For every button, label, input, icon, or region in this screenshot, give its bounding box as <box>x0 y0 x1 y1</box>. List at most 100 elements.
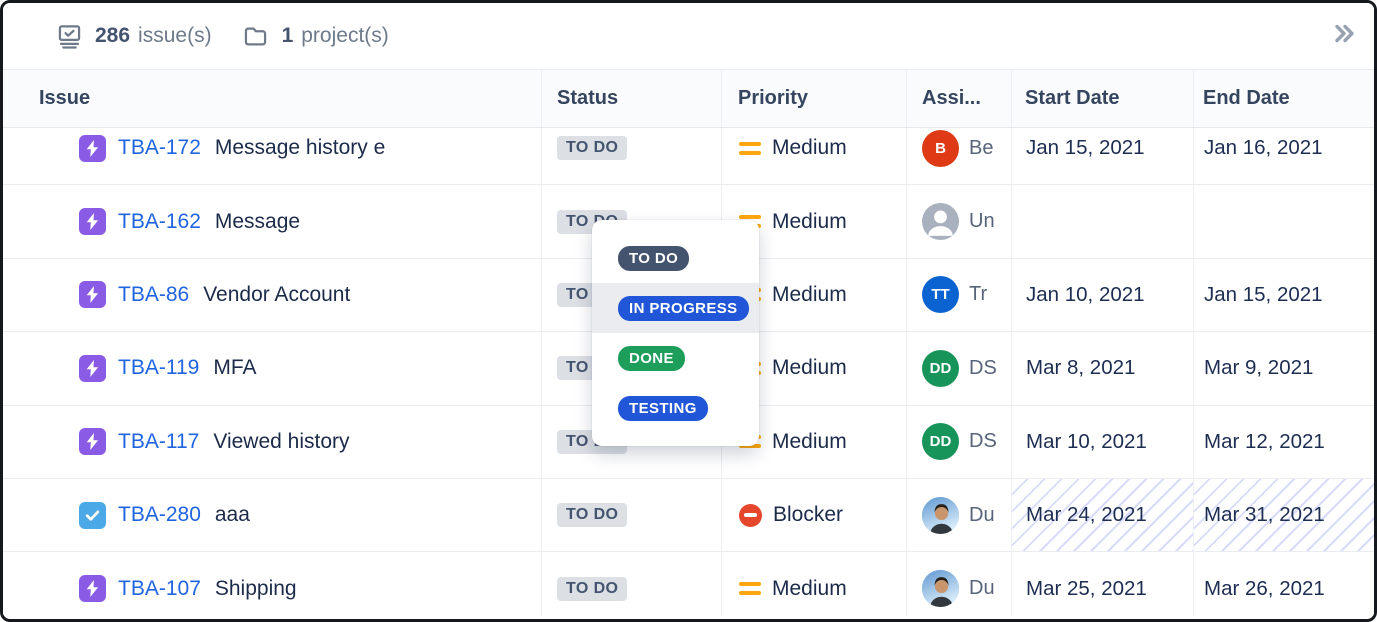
assignee-cell[interactable]: DD DS <box>906 332 1011 405</box>
issue-key-link[interactable]: TBA-86 <box>118 282 190 306</box>
issue-cell: TBA-280 aaa <box>3 479 541 551</box>
status-option-done[interactable]: DONE <box>592 333 759 383</box>
issue-cell: TBA-162 Message <box>3 185 541 257</box>
end-date-cell[interactable]: Jan 16, 2021 <box>1193 128 1374 185</box>
priority-cell[interactable]: Medium <box>721 128 906 185</box>
medium-priority-icon <box>739 582 761 596</box>
column-header-status[interactable]: Status <box>541 70 721 127</box>
status-badge[interactable]: TO DO <box>557 136 628 161</box>
bolt-issue-type-icon <box>79 134 106 162</box>
issue-cell: TBA-117 Viewed history <box>3 406 541 478</box>
projects-count: 1 <box>281 24 294 47</box>
issues-stack-icon <box>55 22 83 50</box>
issue-cell: TBA-172 Message history e <box>3 128 541 184</box>
priority-cell[interactable]: Blocker <box>721 478 906 552</box>
table-row[interactable]: TBA-280 aaa TO DO Blocker Du Mar 24, 202… <box>3 478 1374 553</box>
collapse-double-chevron-icon[interactable] <box>1328 23 1358 50</box>
status-option-pill: TESTING <box>618 395 708 421</box>
status-option-testing[interactable]: TESTING <box>592 383 759 433</box>
issue-summary: MFA <box>213 356 257 380</box>
issue-key-link[interactable]: TBA-162 <box>118 209 201 233</box>
status-option-pill: IN PROGRESS <box>618 295 749 321</box>
status-option-in-progress[interactable]: IN PROGRESS <box>592 283 759 333</box>
assignee-cell[interactable]: Du <box>906 552 1011 616</box>
bolt-issue-type-icon <box>79 575 106 603</box>
end-date-cell[interactable]: Mar 9, 2021 <box>1193 332 1374 405</box>
status-cell[interactable]: TO DO <box>541 128 721 185</box>
issue-cell: TBA-119 MFA <box>3 332 541 404</box>
priority-cell[interactable]: Medium <box>721 552 906 616</box>
assignee-cell[interactable]: Un <box>906 185 1011 258</box>
issue-summary: aaa <box>214 503 250 527</box>
issue-key-link[interactable]: TBA-172 <box>118 136 201 160</box>
start-date-cell[interactable]: Mar 10, 2021 <box>1011 405 1193 478</box>
priority-label: Medium <box>772 136 847 160</box>
column-header-assignee[interactable]: Assi... <box>906 70 1011 127</box>
end-date-cell[interactable]: Jan 15, 2021 <box>1193 258 1374 332</box>
avatar-initials: DD <box>922 349 959 387</box>
end-date-cell[interactable]: Mar 26, 2021 <box>1193 552 1374 616</box>
status-option-pill: TO DO <box>618 245 690 271</box>
issues-count-group: 286 issue(s) <box>55 22 212 50</box>
end-date-cell[interactable]: Mar 31, 2021 <box>1193 478 1374 552</box>
status-dropdown-menu: TO DO IN PROGRESS DONE TESTING <box>592 220 759 446</box>
assignee-cell[interactable]: TT Tr <box>906 258 1011 332</box>
assignee-name: Du <box>969 577 995 600</box>
issues-label: issue(s) <box>138 24 212 47</box>
start-date-cell[interactable]: Mar 25, 2021 <box>1011 552 1193 616</box>
status-cell[interactable]: TO DO <box>541 478 721 552</box>
assignee-name: DS <box>969 430 997 453</box>
status-badge[interactable]: TO DO <box>557 576 628 601</box>
avatar-initials: B <box>922 129 959 167</box>
status-badge[interactable]: TO DO <box>557 503 628 528</box>
end-date-cell[interactable]: Mar 12, 2021 <box>1193 405 1374 478</box>
medium-priority-icon <box>739 141 761 155</box>
issue-summary: Message <box>214 209 301 233</box>
table-row[interactable]: TBA-172 Message history e TO DO Medium B… <box>3 128 1374 186</box>
assignee-name: Un <box>969 210 995 233</box>
issue-cell: TBA-86 Vendor Account <box>3 259 541 331</box>
start-date-cell[interactable]: Jan 10, 2021 <box>1011 258 1193 332</box>
end-date-cell[interactable] <box>1193 185 1374 258</box>
status-option-pill: DONE <box>618 345 685 371</box>
avatar-photo <box>922 496 959 534</box>
avatar-photo <box>922 570 959 608</box>
start-date-cell[interactable]: Jan 15, 2021 <box>1011 128 1193 185</box>
avatar-unassigned-icon <box>922 203 959 241</box>
bolt-issue-type-icon <box>79 208 106 236</box>
assignee-cell[interactable]: B Be <box>906 128 1011 185</box>
avatar-initials: TT <box>922 276 959 314</box>
assignee-cell[interactable]: Du <box>906 478 1011 552</box>
priority-label: Blocker <box>773 503 844 527</box>
assignee-name: Be <box>969 136 994 159</box>
column-header-end-date[interactable]: End Date <box>1193 70 1374 127</box>
status-option-to-do[interactable]: TO DO <box>592 233 759 283</box>
issue-summary: Vendor Account <box>203 282 351 306</box>
start-date-cell[interactable] <box>1011 185 1193 258</box>
table-row[interactable]: TBA-107 Shipping TO DO Medium Du Mar 25,… <box>3 552 1374 616</box>
priority-label: Medium <box>772 209 847 233</box>
column-header-issue[interactable]: Issue <box>39 87 91 109</box>
start-date-cell[interactable]: Mar 8, 2021 <box>1011 332 1193 405</box>
status-cell[interactable]: TO DO <box>541 552 721 616</box>
assignee-name: Du <box>969 503 995 526</box>
start-date-cell[interactable]: Mar 24, 2021 <box>1011 478 1193 552</box>
task-checkmark-icon <box>79 501 106 529</box>
issue-key-link[interactable]: TBA-280 <box>118 503 201 527</box>
priority-label: Medium <box>772 282 847 306</box>
issue-key-link[interactable]: TBA-117 <box>118 429 200 453</box>
projects-count-group: 1 project(s) <box>242 22 389 50</box>
assignee-name: DS <box>969 356 997 379</box>
column-header-start-date[interactable]: Start Date <box>1011 70 1193 127</box>
priority-label: Medium <box>772 356 847 380</box>
projects-label: project(s) <box>301 24 389 47</box>
assignee-cell[interactable]: DD DS <box>906 405 1011 478</box>
column-header-priority[interactable]: Priority <box>721 70 906 127</box>
issue-summary: Message history e <box>214 136 386 160</box>
issue-key-link[interactable]: TBA-119 <box>118 356 200 380</box>
issue-key-link[interactable]: TBA-107 <box>118 576 201 600</box>
bolt-issue-type-icon <box>79 428 106 456</box>
priority-label: Medium <box>772 576 847 600</box>
bolt-issue-type-icon <box>79 354 106 382</box>
assignee-name: Tr <box>969 283 988 306</box>
